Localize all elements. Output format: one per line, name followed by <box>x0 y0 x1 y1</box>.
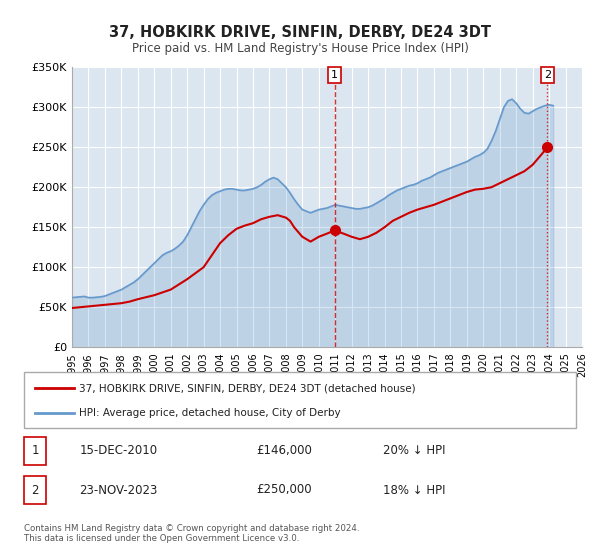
Text: 2: 2 <box>31 483 39 497</box>
Text: £250,000: £250,000 <box>256 483 311 497</box>
Text: 1: 1 <box>31 444 39 458</box>
Text: 1: 1 <box>331 70 338 80</box>
Text: 2: 2 <box>544 70 551 80</box>
Text: 18% ↓ HPI: 18% ↓ HPI <box>383 483 445 497</box>
Text: 37, HOBKIRK DRIVE, SINFIN, DERBY, DE24 3DT (detached house): 37, HOBKIRK DRIVE, SINFIN, DERBY, DE24 3… <box>79 383 416 393</box>
Text: HPI: Average price, detached house, City of Derby: HPI: Average price, detached house, City… <box>79 408 341 418</box>
Text: 15-DEC-2010: 15-DEC-2010 <box>79 444 157 458</box>
FancyBboxPatch shape <box>24 437 46 465</box>
Text: 20% ↓ HPI: 20% ↓ HPI <box>383 444 445 458</box>
Text: 23-NOV-2023: 23-NOV-2023 <box>79 483 158 497</box>
FancyBboxPatch shape <box>24 476 46 504</box>
Text: 37, HOBKIRK DRIVE, SINFIN, DERBY, DE24 3DT: 37, HOBKIRK DRIVE, SINFIN, DERBY, DE24 3… <box>109 25 491 40</box>
Text: Contains HM Land Registry data © Crown copyright and database right 2024.
This d: Contains HM Land Registry data © Crown c… <box>24 524 359 543</box>
FancyBboxPatch shape <box>24 372 576 428</box>
Text: Price paid vs. HM Land Registry's House Price Index (HPI): Price paid vs. HM Land Registry's House … <box>131 42 469 55</box>
Text: £146,000: £146,000 <box>256 444 312 458</box>
